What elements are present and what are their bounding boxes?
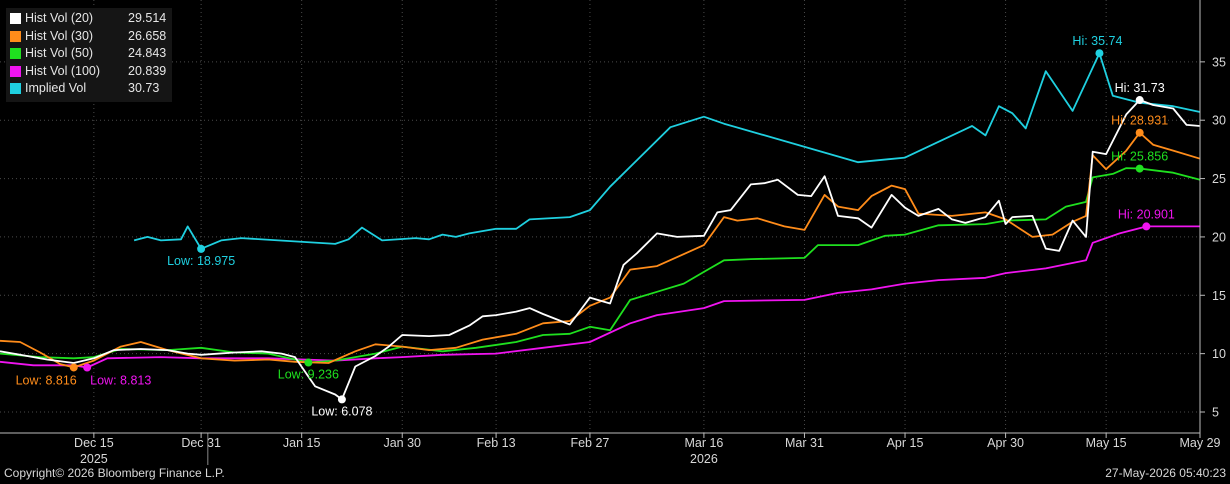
- legend-label: Hist Vol (50): [25, 46, 94, 60]
- y-tick-label: 30: [1212, 114, 1226, 128]
- legend-value: 29.514: [128, 11, 167, 25]
- legend-item-hv100: Hist Vol (100) 20.839: [10, 63, 166, 81]
- annotation-label: Hi: 35.74: [1072, 34, 1122, 48]
- x-tick-label: May 29: [1180, 436, 1221, 450]
- annotation-point: [1095, 49, 1104, 58]
- legend-swatch: [10, 83, 21, 95]
- annotation-point: [1142, 222, 1151, 231]
- x-tick-label: Dec 31: [181, 436, 221, 450]
- annotation-point: [197, 244, 206, 253]
- y-tick-label: 20: [1212, 230, 1226, 244]
- legend-label: Hist Vol (20): [25, 11, 94, 25]
- year-label: 2025: [80, 452, 108, 466]
- legend-swatch: [10, 30, 21, 42]
- annotation-point: [1135, 164, 1144, 173]
- legend-item-hv30: Hist Vol (30) 26.658: [10, 28, 166, 46]
- annotation-point: [304, 358, 313, 367]
- annotation-label: Low: 9.236: [278, 368, 339, 382]
- annotation-point: [337, 395, 346, 404]
- x-tick-label: May 15: [1086, 436, 1127, 450]
- annotation-label: Hi: 20.901: [1118, 207, 1175, 221]
- y-tick-label: 10: [1212, 347, 1226, 361]
- annotation-label: Low: 8.816: [16, 373, 77, 387]
- legend-value: 24.843: [128, 46, 167, 60]
- annotation-label: Hi: 25.856: [1111, 150, 1168, 164]
- legend-item-hv50: Hist Vol (50) 24.843: [10, 45, 166, 63]
- legend-label: Hist Vol (30): [25, 28, 94, 43]
- annotation-markers: Hi: 35.74 Hi: 31.73 Hi: 28.931 Hi: 25.856 Hi…: [16, 34, 1175, 418]
- legend-item-implied: Implied Vol 30.73: [10, 80, 166, 98]
- x-tick-label: Feb 27: [570, 436, 609, 450]
- y-tick-label: 15: [1212, 289, 1226, 303]
- annotation-point: [1135, 96, 1144, 105]
- annotation-label: Hi: 28.931: [1111, 114, 1168, 128]
- timestamp-text: 27-May-2026 05:40:23: [1105, 466, 1226, 480]
- annotation-label: Low: 18.975: [167, 254, 235, 268]
- y-tick-label: 5: [1212, 405, 1219, 419]
- x-tick-label: Mar 31: [785, 436, 824, 450]
- copyright-text: Copyright© 2026 Bloomberg Finance L.P.: [4, 466, 225, 480]
- legend-label: Hist Vol (100): [25, 63, 101, 78]
- y-tick-label: 35: [1212, 55, 1226, 69]
- legend-value: 30.73: [128, 81, 160, 95]
- series-line-3: [0, 225, 1200, 369]
- annotation-label: Low: 8.813: [90, 373, 151, 387]
- annotation-point: [83, 363, 92, 372]
- legend-label: Implied Vol: [25, 81, 87, 95]
- x-tick-label: Apr 15: [887, 436, 924, 450]
- legend-swatch: [10, 13, 21, 25]
- legend-swatch: [10, 65, 21, 77]
- x-tick-label: Feb 13: [477, 436, 516, 450]
- series-line-4: [133, 52, 1201, 250]
- y-tick-label: 25: [1212, 172, 1226, 186]
- legend-value: 20.839: [128, 63, 167, 78]
- annotation-label: Hi: 31.73: [1115, 81, 1165, 95]
- legend-value: 26.658: [128, 28, 167, 43]
- legend-swatch: [10, 48, 21, 60]
- x-tick-label: Jan 15: [283, 436, 321, 450]
- series-lines: [0, 52, 1201, 401]
- annotation-point: [1135, 128, 1144, 137]
- annotation-point: [69, 363, 78, 372]
- legend: Hist Vol (20) 29.514 Hist Vol (30) 26.65…: [6, 8, 173, 102]
- x-tick-label: Dec 15: [74, 436, 114, 450]
- series-line-1: [0, 131, 1201, 369]
- x-tick-label: Jan 30: [383, 436, 421, 450]
- annotation-label: Low: 6.078: [311, 404, 372, 418]
- year-label: 2026: [690, 452, 718, 466]
- grid-lines: [0, 0, 1201, 433]
- series-line-0: [0, 99, 1201, 401]
- x-tick-label: Apr 30: [987, 436, 1024, 450]
- legend-item-hv20: Hist Vol (20) 29.514: [10, 10, 166, 28]
- x-tick-label: Mar 16: [684, 436, 723, 450]
